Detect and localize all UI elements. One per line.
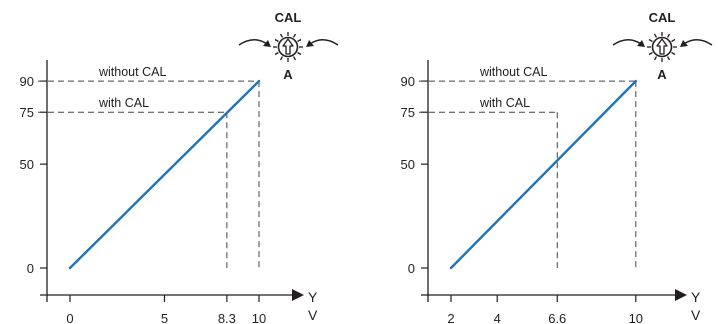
x-tick-label: 2 xyxy=(447,311,454,324)
arrowhead xyxy=(680,40,688,47)
y-tick-label: 90 xyxy=(401,74,415,89)
knob-bottom-label: A xyxy=(283,67,293,82)
x-axis-unit-label: Y xyxy=(691,289,701,305)
dial-tick xyxy=(648,38,653,43)
dial-tick xyxy=(292,56,297,61)
x-axis-unit-label: V xyxy=(308,307,318,323)
y-tick-label: 75 xyxy=(401,105,415,120)
dial-pointer xyxy=(656,38,668,55)
dial-pointer xyxy=(282,38,294,55)
calibration-dial-icon xyxy=(273,32,303,62)
x-tick-label: 4 xyxy=(494,311,501,324)
reference-line-label: without CAL xyxy=(98,65,166,79)
dial-ring xyxy=(651,36,673,58)
y-tick-label: 90 xyxy=(20,74,34,89)
x-tick-label: 5 xyxy=(161,311,168,324)
dial-tick xyxy=(292,33,297,38)
y-tick-label: 75 xyxy=(20,105,34,120)
knob-bottom-label: A xyxy=(657,67,667,82)
dial-tick xyxy=(648,51,653,56)
x-axis-arrowhead xyxy=(675,289,687,301)
calibration-dial-icon xyxy=(647,32,677,62)
x-axis-unit-label: V xyxy=(691,307,701,323)
dial-tick xyxy=(274,38,279,43)
x-tick-label: 0 xyxy=(66,311,73,324)
arrowhead xyxy=(263,40,271,47)
reference-line-label: with CAL xyxy=(479,96,530,110)
x-tick-label: 10 xyxy=(629,311,643,324)
y-tick-label: 50 xyxy=(401,157,415,172)
series-line xyxy=(68,79,261,270)
y-tick-label: 0 xyxy=(408,261,415,276)
series-line xyxy=(449,79,637,270)
curved-arrow-counterclockwise-icon xyxy=(309,39,339,46)
dial-tick xyxy=(297,51,302,56)
dial-tick xyxy=(653,33,658,38)
dial-tick xyxy=(279,33,284,38)
arrowhead xyxy=(637,40,645,47)
x-axis-unit-label: Y xyxy=(308,289,318,305)
curved-arrow-clockwise-icon xyxy=(612,39,642,46)
dial-tick xyxy=(297,38,302,43)
dial-tick xyxy=(671,38,676,43)
arrowhead xyxy=(306,40,314,47)
dial-tick xyxy=(279,56,284,61)
curved-arrow-clockwise-icon xyxy=(238,39,268,46)
dial-tick xyxy=(274,51,279,56)
x-tick-label: 6.6 xyxy=(548,311,566,324)
curved-arrow-counterclockwise-icon xyxy=(683,39,713,46)
dial-tick xyxy=(671,51,676,56)
dial-tick xyxy=(666,33,671,38)
knob-top-label: CAL xyxy=(275,10,302,25)
x-tick-label: 8.3 xyxy=(218,311,236,324)
reference-line-label: with CAL xyxy=(98,96,149,110)
reference-line-label: without CAL xyxy=(479,65,547,79)
dial-tick xyxy=(653,56,658,61)
y-tick-label: 50 xyxy=(20,157,34,172)
knob-top-label: CAL xyxy=(649,10,676,25)
y-tick-label: 0 xyxy=(27,261,34,276)
dial-tick xyxy=(666,56,671,61)
x-axis-arrowhead xyxy=(292,289,304,301)
dial-ring xyxy=(277,36,299,58)
x-tick-label: 10 xyxy=(252,311,266,324)
